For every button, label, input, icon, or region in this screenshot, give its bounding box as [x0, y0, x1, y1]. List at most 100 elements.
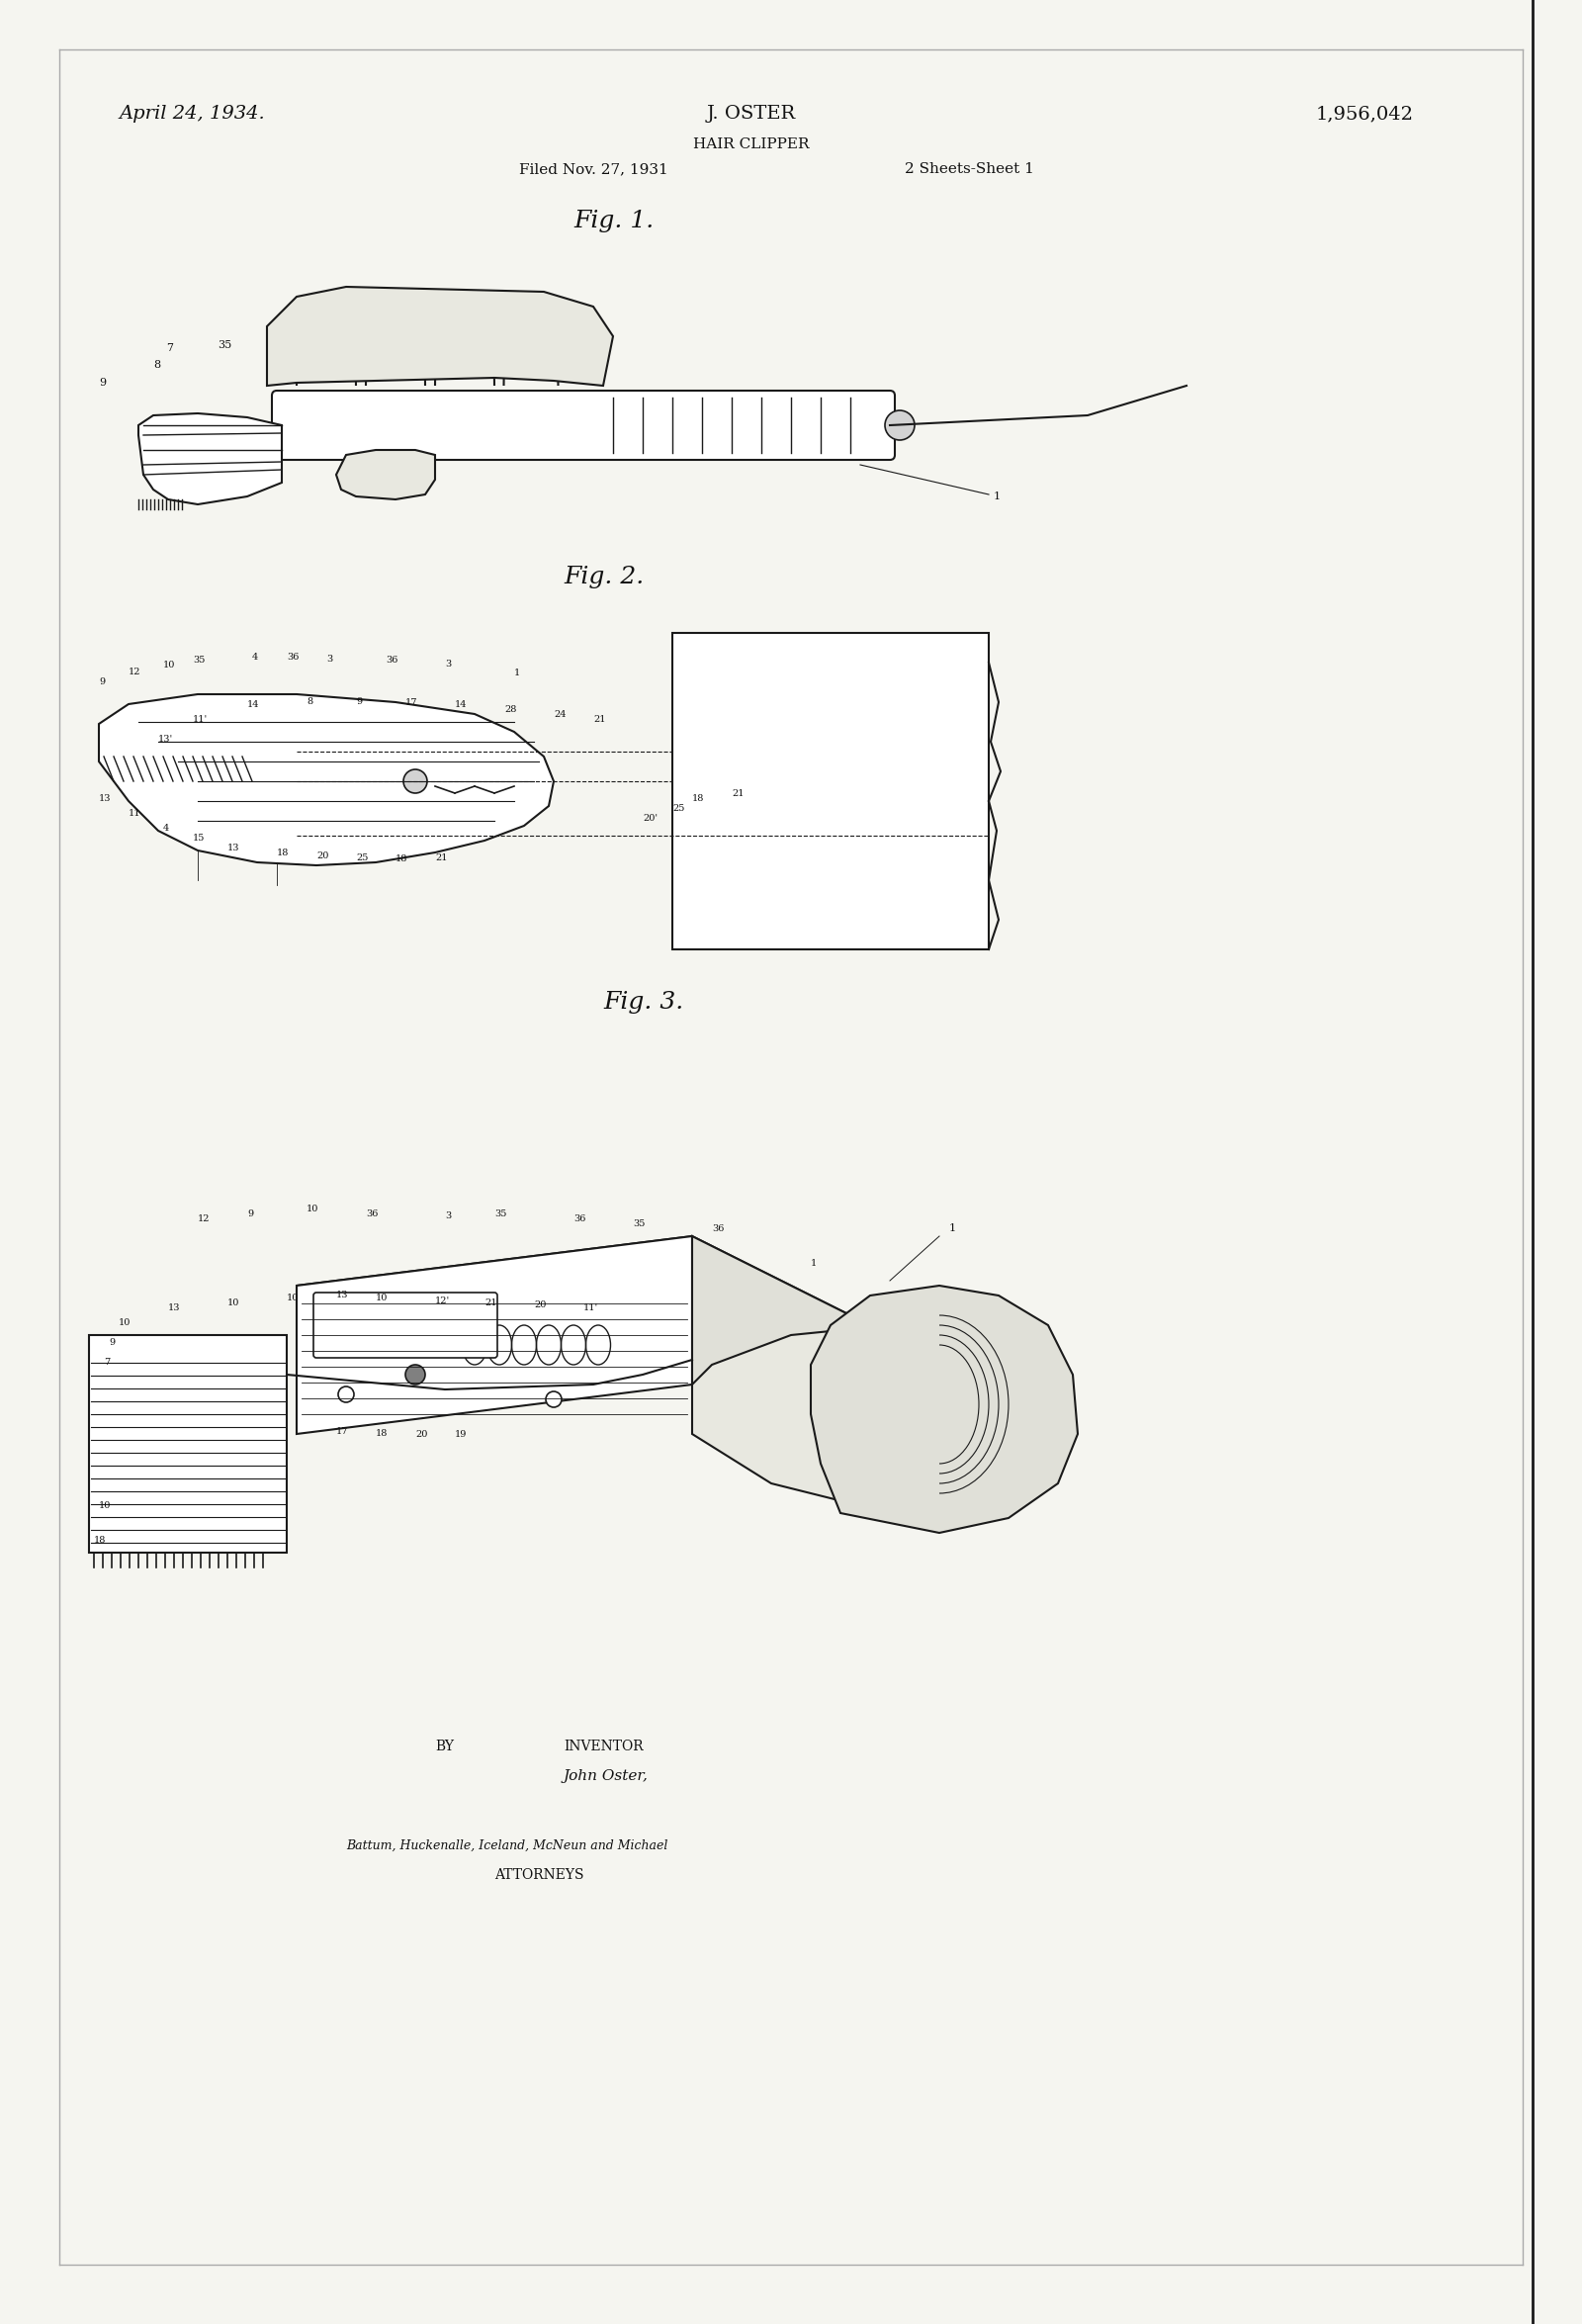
Text: Filed Nov. 27, 1931: Filed Nov. 27, 1931: [519, 163, 668, 177]
Text: Fig. 1.: Fig. 1.: [573, 209, 653, 232]
Polygon shape: [297, 1236, 889, 1385]
Text: 11': 11': [193, 716, 207, 723]
Text: 36: 36: [573, 1215, 585, 1222]
Text: John Oster,: John Oster,: [563, 1769, 649, 1783]
Polygon shape: [98, 695, 554, 865]
Text: Fig. 2.: Fig. 2.: [563, 565, 644, 588]
Text: 21: 21: [593, 716, 606, 723]
Text: 3: 3: [445, 660, 451, 669]
Text: 13': 13': [158, 734, 174, 744]
Text: 21: 21: [435, 853, 448, 862]
Text: 1: 1: [949, 1222, 956, 1234]
Text: 3: 3: [326, 655, 332, 665]
Text: 9: 9: [356, 697, 362, 706]
Text: 10: 10: [98, 1501, 111, 1511]
Text: Fig. 3.: Fig. 3.: [603, 990, 683, 1013]
Text: 7: 7: [104, 1357, 111, 1367]
Text: 3: 3: [445, 1211, 451, 1220]
Text: 25: 25: [356, 853, 369, 862]
Polygon shape: [139, 414, 282, 504]
Text: 10: 10: [307, 1204, 318, 1213]
Circle shape: [546, 1392, 562, 1408]
Text: 35: 35: [633, 1220, 645, 1229]
Text: 36: 36: [386, 655, 397, 665]
Text: 9: 9: [109, 1339, 115, 1348]
Text: 13: 13: [98, 795, 111, 804]
Text: 18: 18: [693, 795, 704, 804]
Text: 36: 36: [365, 1208, 378, 1218]
Text: 20: 20: [414, 1429, 427, 1439]
Text: 21: 21: [484, 1299, 497, 1308]
Text: 13: 13: [168, 1304, 180, 1313]
Text: 36: 36: [712, 1225, 725, 1234]
Text: 17: 17: [335, 1427, 348, 1436]
Polygon shape: [267, 286, 614, 386]
Text: 25: 25: [672, 804, 685, 813]
Text: 4: 4: [163, 823, 169, 832]
Polygon shape: [297, 1236, 693, 1434]
Text: 2 Sheets-Sheet 1: 2 Sheets-Sheet 1: [905, 163, 1033, 177]
Polygon shape: [810, 1285, 1077, 1534]
Text: 4: 4: [252, 653, 258, 662]
Text: 12': 12': [435, 1297, 451, 1306]
Text: 9: 9: [98, 379, 106, 388]
Text: ATTORNEYS: ATTORNEYS: [494, 1868, 584, 1882]
Text: 17: 17: [405, 697, 418, 706]
Text: 12: 12: [198, 1215, 210, 1222]
Text: 10: 10: [119, 1318, 131, 1327]
Text: Battum, Huckenalle, Iceland, McNeun and Michael: Battum, Huckenalle, Iceland, McNeun and …: [346, 1838, 668, 1852]
Text: 28: 28: [505, 704, 516, 713]
Polygon shape: [693, 1236, 889, 1483]
Text: 11: 11: [128, 809, 141, 818]
FancyBboxPatch shape: [89, 1334, 286, 1552]
Text: 1: 1: [810, 1260, 816, 1269]
Text: BY: BY: [435, 1741, 454, 1752]
FancyBboxPatch shape: [272, 390, 895, 460]
FancyBboxPatch shape: [313, 1292, 497, 1357]
Text: INVENTOR: INVENTOR: [563, 1741, 644, 1752]
Text: 10: 10: [377, 1294, 388, 1301]
Text: 1: 1: [514, 669, 520, 676]
Text: 35: 35: [193, 655, 206, 665]
Text: 7: 7: [166, 344, 172, 353]
Text: 13: 13: [335, 1290, 348, 1299]
Text: 8: 8: [307, 697, 313, 706]
Text: 10: 10: [228, 1299, 239, 1308]
Text: 13: 13: [228, 844, 240, 853]
Circle shape: [405, 1364, 426, 1385]
Text: 10: 10: [286, 1294, 299, 1301]
Text: 11': 11': [584, 1304, 598, 1313]
FancyBboxPatch shape: [672, 632, 989, 951]
Polygon shape: [335, 451, 435, 500]
Text: 20: 20: [316, 851, 329, 860]
Text: 24: 24: [554, 711, 566, 718]
Text: 35: 35: [218, 339, 231, 351]
Text: 1,956,042: 1,956,042: [1316, 105, 1413, 123]
Circle shape: [339, 1387, 354, 1401]
Text: April 24, 1934.: April 24, 1934.: [119, 105, 264, 123]
Text: 12: 12: [128, 667, 141, 676]
Text: 20': 20': [642, 813, 658, 823]
Text: 14: 14: [456, 700, 467, 709]
Text: 8: 8: [153, 360, 160, 370]
Text: 21: 21: [731, 790, 744, 797]
Circle shape: [884, 411, 914, 439]
Text: 14: 14: [247, 700, 259, 709]
Text: 19: 19: [456, 1429, 467, 1439]
Text: HAIR CLIPPER: HAIR CLIPPER: [693, 137, 810, 151]
Text: 20: 20: [535, 1301, 546, 1308]
Text: 18: 18: [377, 1429, 388, 1439]
Text: 10: 10: [163, 660, 176, 669]
Text: 35: 35: [494, 1208, 506, 1218]
Text: 18: 18: [93, 1536, 106, 1545]
Circle shape: [403, 769, 427, 792]
Text: 36: 36: [286, 653, 299, 662]
Text: J. OSTER: J. OSTER: [707, 105, 796, 123]
Text: 18: 18: [396, 855, 408, 862]
Text: 9: 9: [247, 1208, 253, 1218]
Polygon shape: [693, 1325, 1038, 1513]
Text: 15: 15: [193, 834, 206, 844]
Text: 18: 18: [277, 848, 290, 858]
Text: 9: 9: [98, 676, 104, 686]
Text: 1: 1: [993, 490, 1001, 502]
